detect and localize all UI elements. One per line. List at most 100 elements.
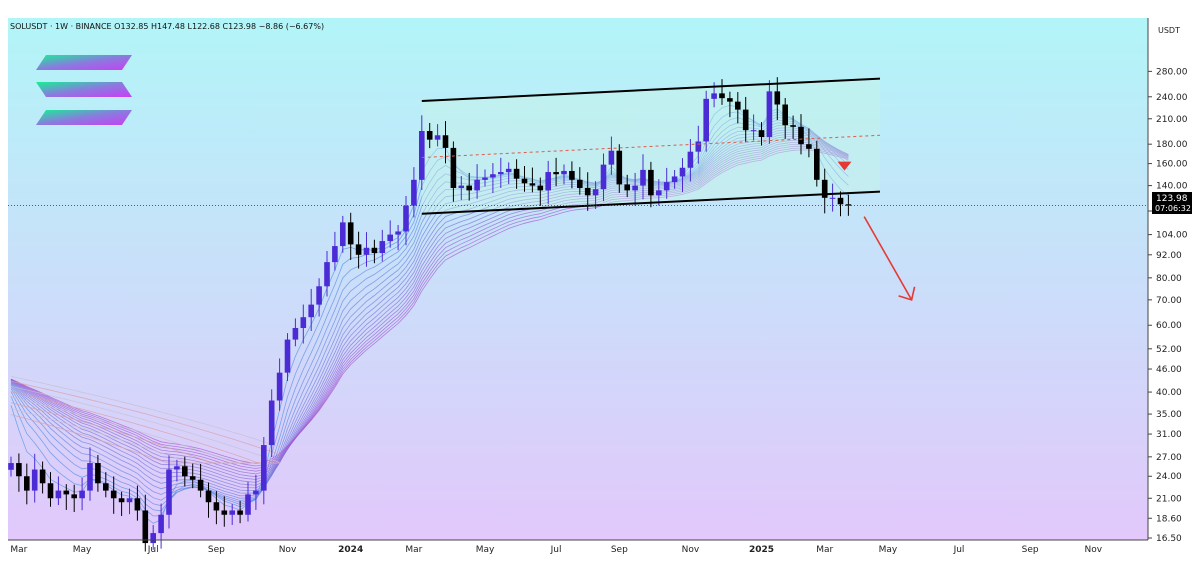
candle-body (750, 130, 757, 132)
candle-body (332, 246, 338, 263)
candle-body (656, 190, 662, 196)
candle-body (671, 176, 678, 183)
candle-body (482, 177, 488, 180)
y-tick-label: 180.00 (1156, 140, 1188, 150)
y-tick-label: 80.00 (1156, 274, 1182, 284)
candle-body (695, 141, 702, 152)
ema-line (10, 139, 849, 478)
ema-line (10, 127, 849, 494)
candle-body (529, 183, 536, 186)
candle-body (821, 179, 828, 198)
ema-line (10, 147, 849, 467)
candle-body (189, 476, 196, 480)
candle-body (790, 125, 796, 127)
candle-body (798, 126, 804, 145)
y-tick-label: 21.00 (1156, 494, 1182, 504)
candle-body (340, 222, 346, 247)
x-tick-label: Jul (953, 545, 965, 555)
ema-line (10, 131, 849, 489)
candle-body (782, 104, 788, 126)
candle-body (150, 533, 156, 544)
current-price-label: 123.98 (1156, 194, 1188, 204)
ema-line (10, 143, 849, 472)
y-tick-label: 70.00 (1156, 296, 1182, 306)
candle-body (324, 262, 330, 287)
candle-body (292, 328, 299, 340)
y-tick-label: 92.00 (1156, 251, 1182, 261)
candle-body (300, 317, 307, 329)
ema-line (10, 141, 849, 475)
candle-body (513, 168, 520, 179)
candle-body (419, 130, 425, 180)
candle-body (371, 247, 378, 254)
candle-body (490, 174, 496, 178)
ema-line-early (10, 391, 280, 464)
candle-body (640, 169, 646, 186)
candle-body (663, 182, 670, 191)
ema-line (10, 149, 849, 464)
candle-body (498, 172, 504, 175)
candle-body (545, 172, 551, 191)
candle-body (632, 185, 638, 191)
y-tick-label: 210.00 (1156, 115, 1188, 125)
candle-body (395, 231, 401, 235)
price-axis[interactable]: 16.50 18.60 21.00 24.00 27.00 31.00 35.00 40.00… (1147, 18, 1188, 544)
y-tick-label: 46.00 (1156, 365, 1182, 375)
price-label: 123.98 07:06:32 (1152, 192, 1192, 214)
ema-line (10, 137, 849, 480)
candle-body (55, 490, 62, 499)
candle-body (8, 463, 14, 470)
x-tick-label: Sep (208, 545, 225, 555)
ema-line (10, 145, 849, 469)
candle-body (103, 483, 109, 491)
ema-line (10, 125, 849, 497)
candle-body (379, 241, 386, 254)
candle-countdown: 07:06:32 (1155, 204, 1191, 213)
ema-line (10, 119, 849, 501)
candle-body (727, 98, 733, 102)
x-tick-label: Nov (682, 545, 700, 555)
channel-top-line[interactable] (421, 77, 881, 102)
candle-body (845, 204, 852, 206)
candle-body (426, 130, 433, 140)
candle-body (474, 179, 480, 191)
candle-body (758, 130, 765, 138)
candle-body (63, 490, 70, 495)
candle-body (387, 234, 393, 242)
candle-body (719, 93, 725, 99)
moving-average-ribbon (10, 104, 849, 524)
candle-body (561, 170, 567, 175)
ema-line-early (10, 380, 280, 455)
x-tick-label: Mar (816, 545, 833, 555)
candle-body (316, 286, 322, 305)
candle-body (616, 150, 623, 185)
channel-bottom-line[interactable] (421, 190, 881, 215)
candle-body (355, 244, 362, 255)
candle-body (442, 135, 449, 148)
candle-body (47, 483, 54, 499)
candle-body (253, 490, 259, 495)
ema-line (10, 129, 849, 491)
sell-signal-marker (837, 161, 852, 171)
time-axis[interactable]: Mar May Jul Sep Nov 2024 Mar May Jul Sep Nov 2025 Ma… (8, 539, 1148, 555)
solana-logo (36, 55, 132, 125)
candle-body (142, 510, 149, 544)
x-tick-label: Mar (10, 545, 27, 555)
y-tick-label: 35.00 (1156, 410, 1182, 420)
x-tick-label: Nov (1085, 545, 1103, 555)
candle-body (624, 184, 630, 191)
candle-body (268, 400, 275, 446)
channel-mid-line[interactable] (421, 134, 881, 159)
candle-body (16, 463, 22, 477)
y-tick-label: 18.60 (1156, 514, 1182, 524)
candle-body (466, 185, 472, 191)
ema-line-early (10, 386, 280, 463)
candles (8, 77, 852, 552)
candle-body (134, 498, 141, 511)
candle-body (411, 179, 417, 206)
candle-body (814, 148, 820, 180)
x-tick-label: 2024 (338, 545, 363, 555)
candle-body (521, 178, 528, 184)
candle-body (245, 494, 251, 515)
